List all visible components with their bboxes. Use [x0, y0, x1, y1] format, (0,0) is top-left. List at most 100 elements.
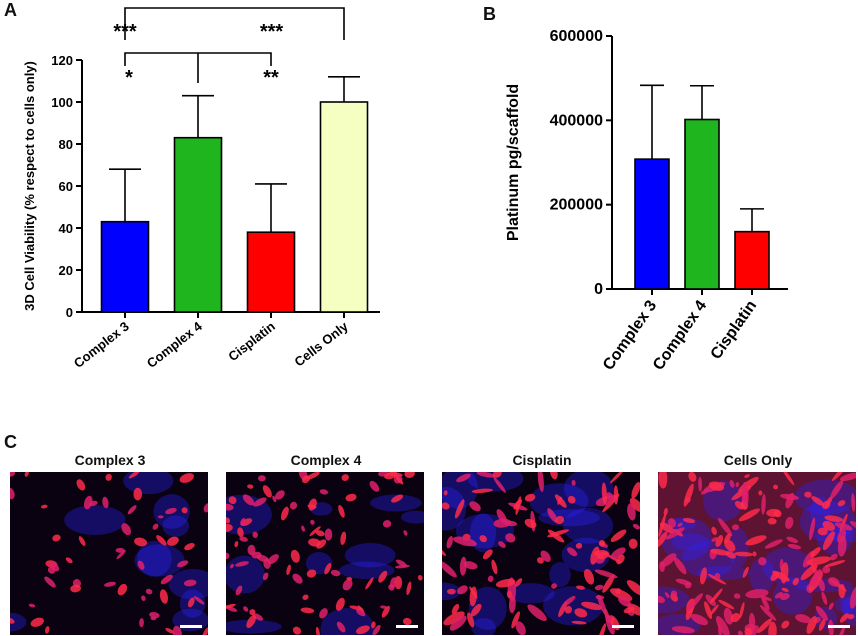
cell	[252, 613, 264, 621]
cell	[183, 579, 197, 587]
y-tick-label: 0	[66, 305, 73, 320]
cell	[290, 549, 300, 563]
chart-a: 0 20 40 60 80 100 120 3D Cell Viability (% resp…	[22, 7, 380, 371]
significance-bracket	[124, 7, 345, 40]
nucleus-blob	[226, 619, 282, 634]
cell	[116, 550, 126, 560]
nucleus-blob	[543, 586, 604, 626]
cell	[810, 547, 821, 558]
cell	[818, 578, 825, 592]
cell	[627, 503, 636, 521]
cell	[256, 554, 269, 562]
cell	[677, 522, 683, 527]
cell	[554, 494, 567, 508]
cell	[272, 495, 277, 503]
cell	[104, 581, 116, 587]
cell	[310, 519, 315, 525]
cell	[316, 539, 327, 549]
cell	[380, 605, 388, 609]
cell	[748, 612, 756, 632]
scale-bar	[396, 625, 418, 628]
cell	[226, 517, 231, 524]
cell	[847, 614, 855, 620]
cell	[240, 517, 246, 526]
cell	[724, 539, 736, 552]
micrograph-title-complex-4: Complex 4	[290, 452, 362, 468]
cell	[309, 526, 321, 537]
cell	[471, 488, 493, 494]
cell	[235, 585, 243, 596]
x-tick-label: Cisplatin	[708, 298, 761, 363]
cell	[246, 615, 257, 628]
cell	[567, 495, 576, 504]
cell	[688, 472, 697, 482]
cell	[247, 484, 254, 489]
cell	[659, 522, 675, 534]
cell	[626, 580, 640, 596]
cell	[673, 557, 687, 575]
cell	[718, 599, 735, 610]
cell	[228, 496, 237, 505]
nucleus-blob	[162, 515, 190, 537]
panel-label-a: A	[4, 0, 17, 20]
cell	[704, 601, 713, 620]
cell	[467, 612, 475, 628]
cell	[487, 575, 494, 583]
cell	[157, 515, 164, 519]
cell	[524, 518, 537, 529]
cell	[567, 547, 578, 557]
cell	[30, 617, 44, 627]
cell	[442, 548, 446, 556]
cell	[319, 608, 328, 619]
cell	[369, 480, 380, 492]
y-tick-label: 120	[51, 53, 73, 68]
cell	[574, 608, 588, 618]
cell	[165, 507, 177, 515]
cell	[469, 501, 481, 512]
cell	[610, 529, 627, 542]
cell	[417, 574, 423, 581]
cell	[698, 476, 703, 492]
cell	[443, 611, 465, 626]
cell	[442, 502, 450, 510]
cell	[149, 611, 160, 619]
cell	[115, 547, 125, 553]
cell	[839, 472, 856, 481]
cell	[795, 614, 812, 624]
y-tick-label: 600000	[550, 28, 603, 45]
cell	[292, 626, 302, 635]
cell	[822, 531, 835, 551]
cell	[752, 551, 757, 557]
cell	[742, 566, 749, 578]
cell	[167, 536, 179, 546]
y-tick-label: 20	[59, 263, 73, 278]
cell	[226, 503, 234, 511]
cell	[524, 493, 536, 502]
cell	[243, 606, 249, 612]
cell	[609, 588, 633, 602]
cell	[773, 484, 779, 490]
micrograph-complex-4	[226, 472, 424, 635]
cell	[324, 563, 332, 575]
cell	[187, 597, 195, 608]
nucleus-blob	[671, 533, 710, 551]
cell	[602, 574, 615, 593]
cell	[773, 509, 782, 518]
cell	[346, 577, 353, 581]
cell	[442, 560, 457, 578]
cell	[761, 494, 766, 515]
nucleus-blob	[468, 586, 507, 631]
nucleus-blob	[549, 561, 571, 588]
cell	[632, 523, 640, 530]
x-tick-label: Complex 4	[144, 318, 206, 371]
cell	[824, 560, 846, 568]
panel-label-c: C	[4, 432, 17, 452]
cell	[506, 590, 512, 599]
cell	[804, 491, 812, 498]
cell	[609, 472, 624, 484]
cell	[564, 605, 573, 614]
y-tick-label: 80	[59, 137, 73, 152]
cell	[821, 591, 828, 605]
cell	[253, 497, 267, 507]
cell	[849, 586, 856, 609]
